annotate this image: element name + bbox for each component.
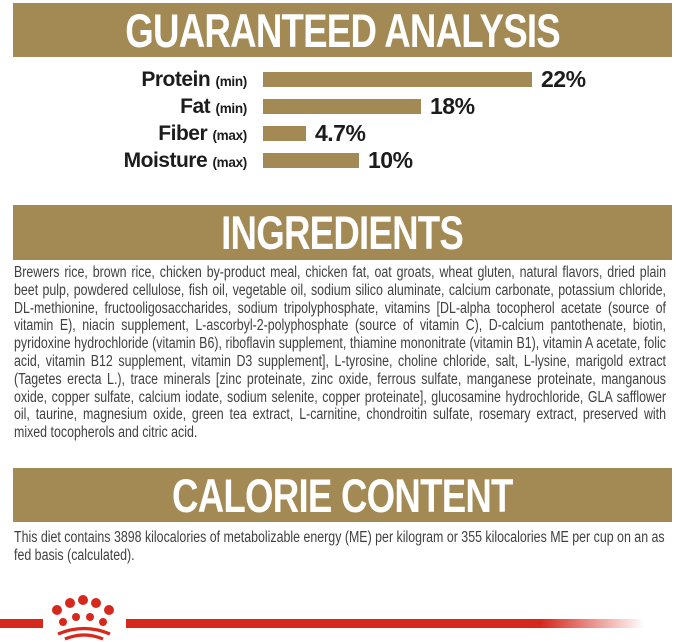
chart-row: Moisture (max) 10% <box>0 147 679 174</box>
brand-stripe-left <box>0 619 43 628</box>
nutrient-qualifier: (max) <box>212 127 247 143</box>
nutrient-label: Moisture (max) <box>0 149 263 173</box>
nutrient-label: Fat (min) <box>0 95 263 119</box>
nutrient-value: 10% <box>368 147 413 173</box>
royal-canin-crown-icon <box>52 595 114 641</box>
nutrient-value: 22% <box>541 66 586 92</box>
nutrient-bar <box>263 126 306 141</box>
nutrient-value: 18% <box>430 93 475 119</box>
nutrient-bar <box>263 72 532 87</box>
chart-row: Fat (min) 18% <box>0 93 679 120</box>
ingredients-paragraph: Brewers rice, brown rice, chicken by-pro… <box>14 264 666 442</box>
guaranteed-analysis-header: GUARANTEED ANALYSIS <box>13 3 672 57</box>
nutrient-name: Fat <box>180 94 216 118</box>
nutrient-label: Fiber (max) <box>0 122 263 146</box>
nutrient-label: Protein (min) <box>0 68 263 92</box>
nutrient-value: 4.7% <box>315 120 366 146</box>
calorie-content-paragraph: This diet contains 3898 kilocalories of … <box>14 529 665 564</box>
chart-row: Protein (min) 22% <box>0 66 679 93</box>
nutrient-name: Moisture <box>123 148 213 172</box>
calorie-content-header: CALORIE CONTENT <box>13 468 672 522</box>
guaranteed-analysis-title: GUARANTEED ANALYSIS <box>125 3 560 57</box>
nutrient-bar <box>263 99 421 114</box>
ingredients-title: INGREDIENTS <box>221 206 465 259</box>
brand-stripe-right <box>126 619 645 628</box>
chart-row: Fiber (max) 4.7% <box>0 120 679 147</box>
nutrient-qualifier: (min) <box>215 73 248 89</box>
nutrient-bar <box>263 153 359 168</box>
nutrient-qualifier: (max) <box>212 154 247 170</box>
nutrient-name: Protein <box>141 67 216 91</box>
guaranteed-analysis-chart: Protein (min) 22% Fat (min) 18% Fiber (max) 4… <box>0 66 679 174</box>
nutrient-name: Fiber <box>158 121 213 145</box>
calorie-content-title: CALORIE CONTENT <box>172 468 513 522</box>
ingredients-header: INGREDIENTS <box>13 205 672 260</box>
nutrient-qualifier: (min) <box>215 100 248 116</box>
